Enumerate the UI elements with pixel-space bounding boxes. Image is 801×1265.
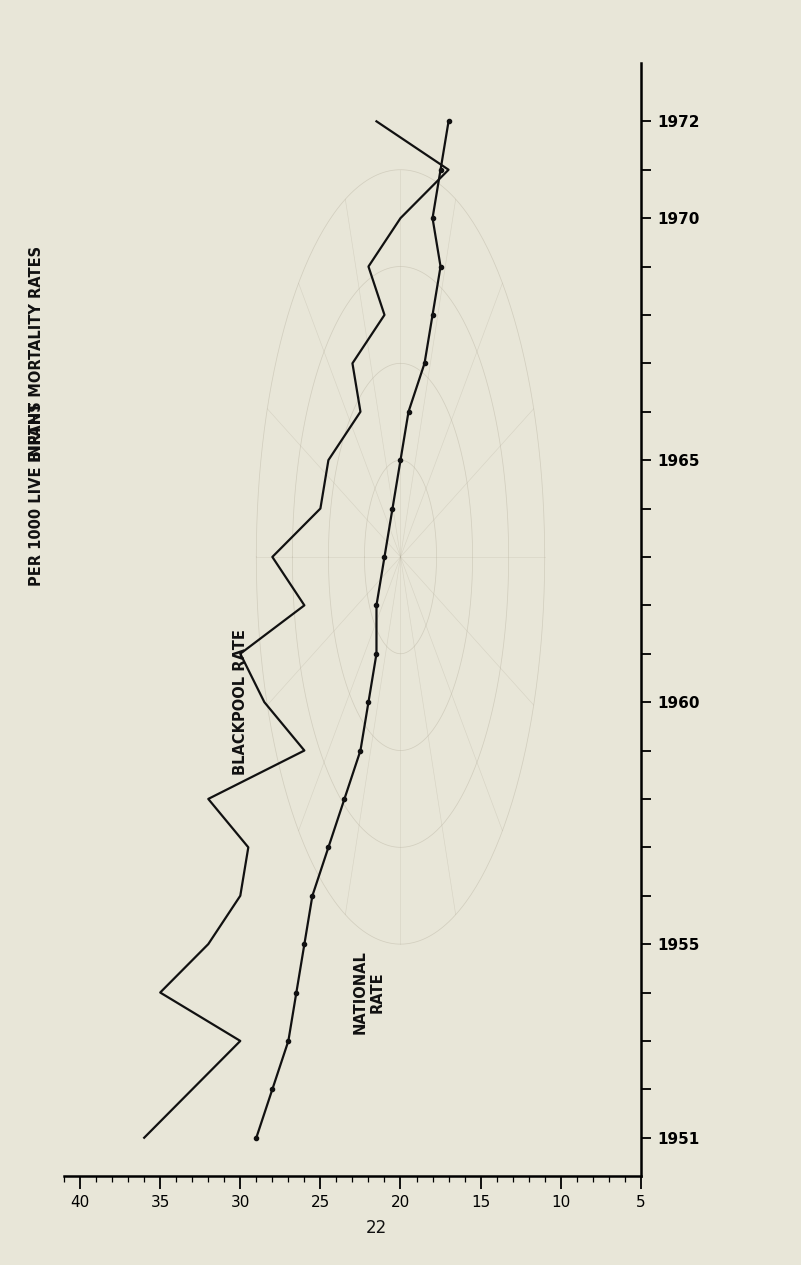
Text: 22: 22 [366,1219,387,1237]
Text: INFANT MORTALITY RATES: INFANT MORTALITY RATES [29,247,43,462]
Text: NATIONAL
RATE: NATIONAL RATE [352,950,384,1035]
Text: PER 1000 LIVE BIRTHS: PER 1000 LIVE BIRTHS [29,401,43,586]
Text: BLACKPOOL RATE: BLACKPOOL RATE [233,629,248,775]
